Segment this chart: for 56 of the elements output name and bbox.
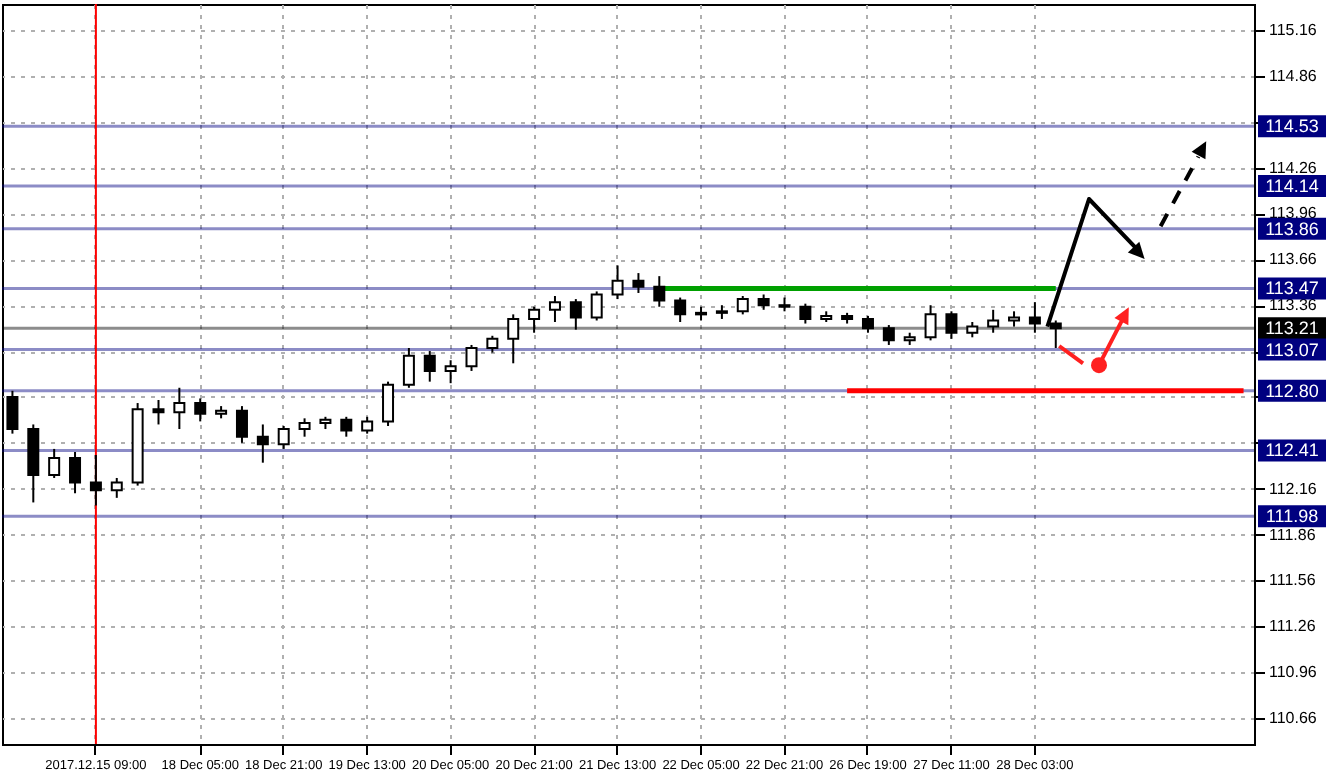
y-tick-label: 113.96	[1269, 204, 1318, 223]
candlestick	[507, 313, 520, 365]
candlestick	[194, 397, 207, 423]
candlestick	[298, 417, 311, 438]
candlestick	[590, 290, 603, 322]
candlestick	[69, 450, 82, 495]
candlestick	[611, 264, 624, 301]
ref-line-label: 114.14	[1265, 175, 1319, 196]
candlestick	[173, 386, 186, 431]
y-tick-label: 110.66	[1269, 709, 1318, 728]
y-tick-label: 110.96	[1269, 663, 1318, 682]
candlestick	[632, 272, 645, 294]
candlestick	[465, 343, 478, 372]
candlestick	[799, 302, 812, 325]
candlestick	[152, 398, 165, 426]
candlestick	[256, 423, 269, 464]
candlestick	[924, 304, 937, 342]
y-tick-label: 111.26	[1269, 617, 1317, 636]
y-tick-label: 111.86	[1269, 525, 1317, 544]
candlestick	[340, 415, 353, 438]
candlestick	[736, 295, 749, 316]
ref-line-label: 113.21	[1265, 318, 1319, 339]
ref-line-label: 111.98	[1265, 506, 1319, 527]
y-tick-label: 113.36	[1269, 296, 1318, 315]
candlestick	[1049, 319, 1062, 350]
candlestick	[382, 380, 395, 427]
candlestick	[653, 275, 666, 308]
candlestick	[27, 423, 40, 504]
ref-line-label: 113.86	[1265, 218, 1319, 239]
candlestick	[110, 476, 123, 499]
candlestick	[423, 350, 436, 383]
candlestick	[444, 359, 457, 385]
ref-line-label: 113.07	[1265, 339, 1319, 360]
candlestick	[882, 324, 895, 346]
candlestick	[945, 310, 958, 340]
candlestick	[235, 405, 248, 444]
y-tick-label: 111.56	[1269, 571, 1317, 590]
candlestick	[528, 305, 541, 334]
ref-line-label: 114.53	[1265, 116, 1319, 137]
candlestick	[402, 347, 415, 389]
ref-line-label: 113.47	[1265, 278, 1319, 299]
candlestick	[1028, 301, 1041, 334]
ref-line-label: 112.41	[1265, 440, 1319, 461]
y-tick-label: 113.66	[1269, 250, 1318, 269]
candlestick	[277, 424, 290, 450]
candlestick	[548, 295, 561, 324]
y-tick-label: 115.16	[1269, 20, 1318, 39]
candlestick	[674, 296, 687, 324]
y-tick-label: 114.26	[1269, 158, 1318, 177]
candlestick	[569, 298, 582, 331]
candlestick	[987, 308, 1000, 334]
y-tick-label: 114.86	[1269, 66, 1318, 85]
ref-line-label: 112.80	[1265, 380, 1319, 401]
candlestick	[89, 454, 102, 507]
y-tick-label: 112.16	[1269, 479, 1318, 498]
candlestick	[48, 447, 61, 479]
